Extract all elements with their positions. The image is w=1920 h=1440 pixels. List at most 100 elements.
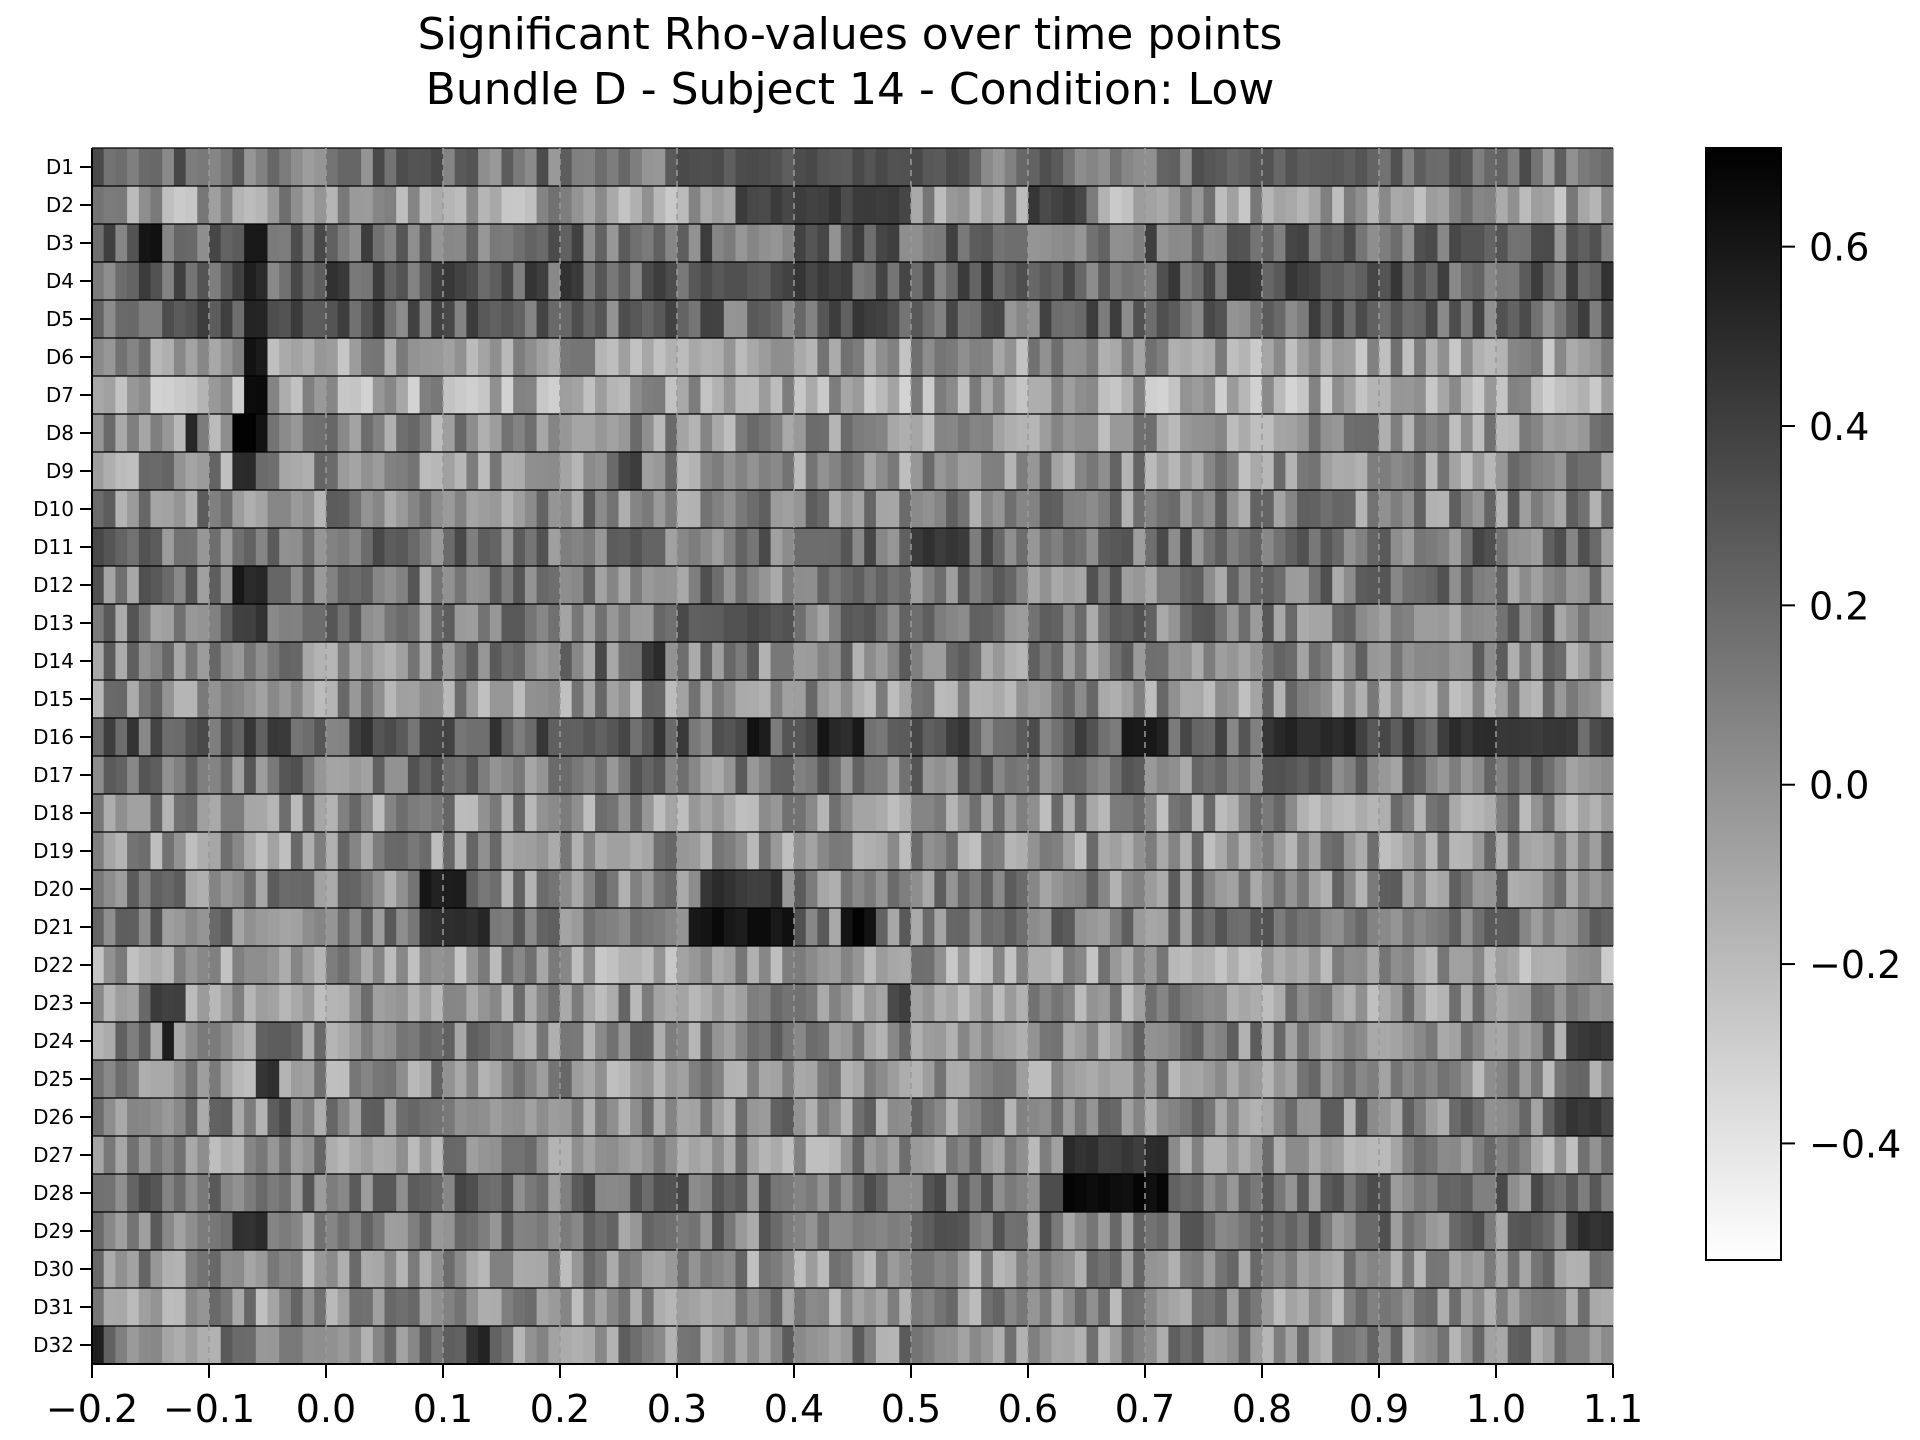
heatmap-cell [396, 1174, 409, 1212]
heatmap-cell [513, 376, 526, 414]
heatmap-cell [946, 1022, 959, 1060]
heatmap-cell [583, 1288, 596, 1326]
heatmap-cell [712, 186, 725, 224]
heatmap-cell [571, 604, 584, 642]
heatmap-cell [454, 946, 467, 984]
heatmap-cell [337, 1288, 350, 1326]
heatmap-cell [103, 680, 116, 718]
heatmap-cell [220, 946, 233, 984]
heatmap-cell [138, 1022, 152, 1060]
heatmap-cell [1133, 908, 1146, 946]
heatmap-cell [1297, 338, 1310, 376]
heatmap-cell [560, 528, 573, 566]
heatmap-cell [641, 262, 655, 300]
heatmap-cell [267, 832, 280, 870]
heatmap-cell [653, 186, 666, 224]
heatmap-cell [688, 224, 701, 262]
heatmap-cell [571, 186, 584, 224]
heatmap-cell [220, 870, 233, 908]
heatmap-cell [1016, 1288, 1029, 1326]
heatmap-cell [1226, 908, 1240, 946]
heatmap-cell [1086, 186, 1099, 224]
heatmap-cell [723, 642, 737, 680]
heatmap-cell [92, 452, 105, 490]
heatmap-cell [1121, 794, 1134, 832]
heatmap-cell [1367, 414, 1380, 452]
heatmap-cell [1156, 338, 1169, 376]
heatmap-cell [209, 1136, 222, 1174]
heatmap-cell [1402, 566, 1415, 604]
heatmap-cell [478, 1060, 491, 1098]
heatmap-cell [349, 566, 362, 604]
heatmap-cell [173, 300, 187, 338]
heatmap-cell [220, 1212, 233, 1250]
heatmap-cell [1215, 1098, 1228, 1136]
heatmap-cell [337, 300, 350, 338]
heatmap-cell [1577, 490, 1591, 528]
heatmap-cell [337, 262, 350, 300]
heatmap-cell [1531, 566, 1544, 604]
heatmap-cell [1589, 604, 1602, 642]
heatmap-cell [1589, 300, 1602, 338]
heatmap-cell [1425, 870, 1439, 908]
heatmap-cell [840, 1212, 854, 1250]
heatmap-cell [1016, 1250, 1029, 1288]
heatmap-cell [1414, 1022, 1427, 1060]
heatmap-cell [1191, 1060, 1205, 1098]
heatmap-cell [606, 794, 620, 832]
heatmap-cell [478, 224, 491, 262]
heatmap-cell [630, 566, 643, 604]
heatmap-cell [1203, 832, 1216, 870]
heatmap-cell [1601, 376, 1614, 414]
heatmap-cell [1285, 300, 1298, 338]
heatmap-cell [1238, 1288, 1251, 1326]
heatmap-cell [618, 1022, 631, 1060]
heatmap-cell [794, 1136, 807, 1174]
heatmap-cell [501, 186, 514, 224]
heatmap-cell [747, 566, 760, 604]
heatmap-cell [162, 490, 175, 528]
heatmap-cell [372, 984, 386, 1022]
heatmap-cell [595, 908, 608, 946]
heatmap-cell [1577, 262, 1591, 300]
heatmap-cell [1402, 528, 1415, 566]
heatmap-cell [501, 148, 514, 186]
heatmap-cell [946, 1136, 959, 1174]
heatmap-cell [840, 1174, 854, 1212]
heatmap-cell [349, 414, 362, 452]
heatmap-cell [92, 1250, 105, 1288]
heatmap-cell [770, 528, 783, 566]
heatmap-cell [992, 528, 1006, 566]
heatmap-cell [1051, 148, 1064, 186]
heatmap-cell [1542, 756, 1556, 794]
heatmap-cell [466, 870, 479, 908]
y-tick-label: D1 [46, 155, 74, 179]
heatmap-cell [946, 338, 959, 376]
heatmap-cell [770, 452, 783, 490]
heatmap-cell [138, 1136, 152, 1174]
heatmap-cell [337, 1098, 350, 1136]
heatmap-cell [443, 604, 456, 642]
heatmap-cell [1554, 1326, 1567, 1364]
heatmap-cell [1460, 186, 1474, 224]
heatmap-cell [466, 1326, 479, 1364]
heatmap-cell [173, 224, 187, 262]
heatmap-cell [1507, 756, 1520, 794]
heatmap-cell [1577, 870, 1591, 908]
heatmap-cell [595, 566, 608, 604]
heatmap-cell [922, 148, 935, 186]
heatmap-cell [829, 870, 842, 908]
heatmap-cell [103, 870, 116, 908]
heatmap-cell [700, 300, 713, 338]
heatmap-cell [571, 452, 584, 490]
heatmap-cell [1425, 1060, 1439, 1098]
heatmap-cell [1109, 490, 1123, 528]
heatmap-cell [1039, 870, 1052, 908]
heatmap-cell [595, 1288, 608, 1326]
heatmap-cell [513, 148, 526, 186]
heatmap-cell [1566, 1174, 1579, 1212]
heatmap-cell [1402, 984, 1415, 1022]
heatmap-cell [279, 832, 292, 870]
heatmap-cell [232, 1098, 245, 1136]
heatmap-cell [946, 490, 959, 528]
